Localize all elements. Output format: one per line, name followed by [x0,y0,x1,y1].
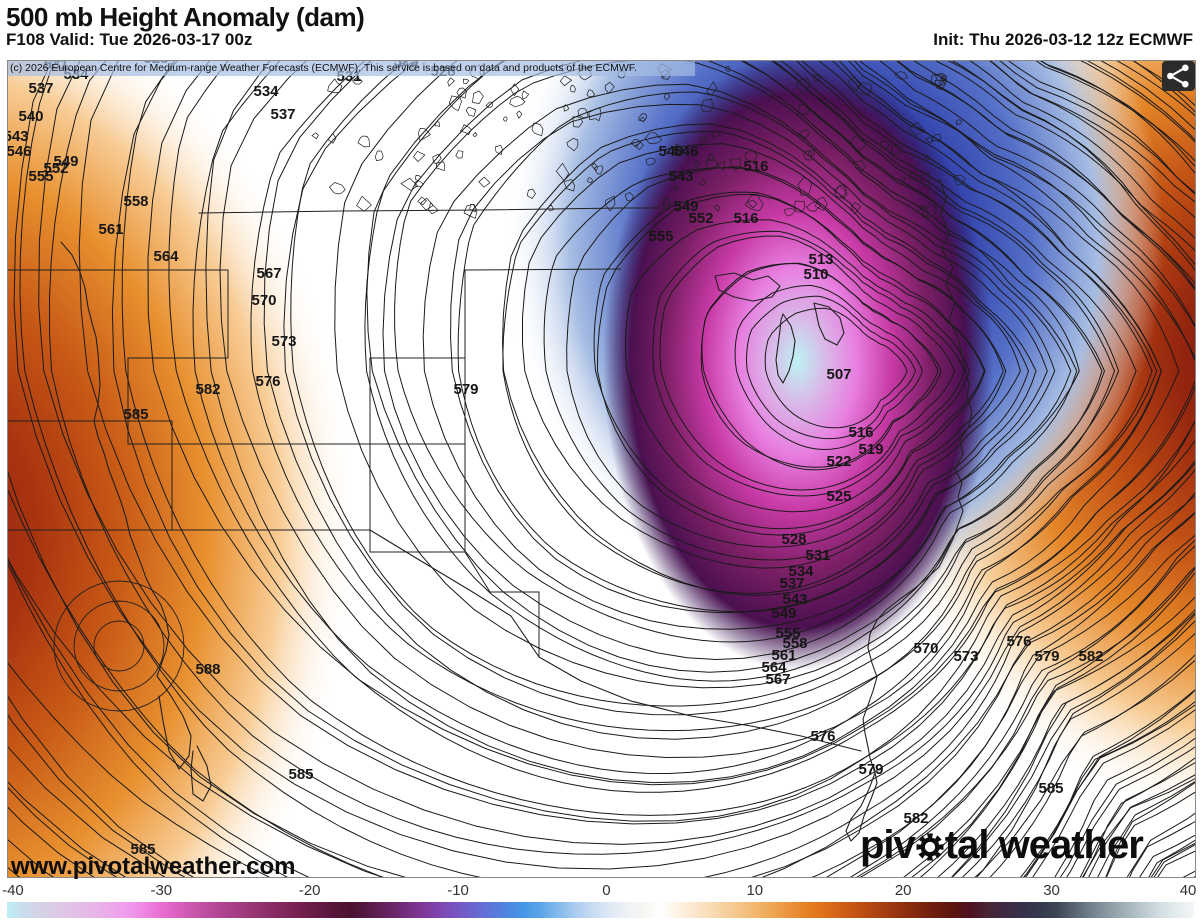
svg-text:579: 579 [1034,648,1059,665]
svg-text:528: 528 [781,531,806,548]
svg-text:576: 576 [1006,633,1031,650]
svg-text:510: 510 [803,266,828,283]
svg-text:537: 537 [270,106,295,123]
svg-text:522: 522 [826,453,851,470]
svg-text:540: 540 [18,108,43,125]
svg-text:567: 567 [765,671,790,688]
svg-text:537: 537 [28,80,53,97]
svg-text:582: 582 [1078,648,1103,665]
svg-text:516: 516 [848,424,873,441]
svg-text:579: 579 [858,761,883,778]
svg-text:585: 585 [123,406,148,423]
svg-text:507: 507 [826,366,851,383]
svg-text:537: 537 [779,575,804,592]
svg-text:576: 576 [810,728,835,745]
svg-text:570: 570 [251,292,276,309]
svg-text:585: 585 [288,766,313,783]
svg-text:519: 519 [858,441,883,458]
svg-text:552: 552 [688,210,713,227]
svg-text:570: 570 [913,640,938,657]
svg-text:579: 579 [453,381,478,398]
svg-text:558: 558 [123,193,148,210]
svg-text:576: 576 [255,373,280,390]
svg-text:585: 585 [1038,780,1063,797]
svg-text:573: 573 [953,648,978,665]
svg-text:588: 588 [195,661,220,678]
svg-text:516: 516 [733,210,758,227]
svg-text:561: 561 [98,221,123,238]
svg-text:582: 582 [195,381,220,398]
svg-text:516: 516 [743,158,768,175]
svg-text:543: 543 [668,168,693,185]
svg-text:534: 534 [253,83,279,100]
svg-text:546: 546 [673,143,698,160]
svg-text:531: 531 [805,547,830,564]
svg-text:564: 564 [153,248,179,265]
svg-text:525: 525 [826,488,851,505]
svg-text:555: 555 [28,168,53,185]
svg-text:555: 555 [648,228,673,245]
svg-text:567: 567 [256,265,281,282]
svg-text:549: 549 [771,605,796,622]
svg-text:573: 573 [271,333,296,350]
svg-text:546: 546 [8,143,32,160]
